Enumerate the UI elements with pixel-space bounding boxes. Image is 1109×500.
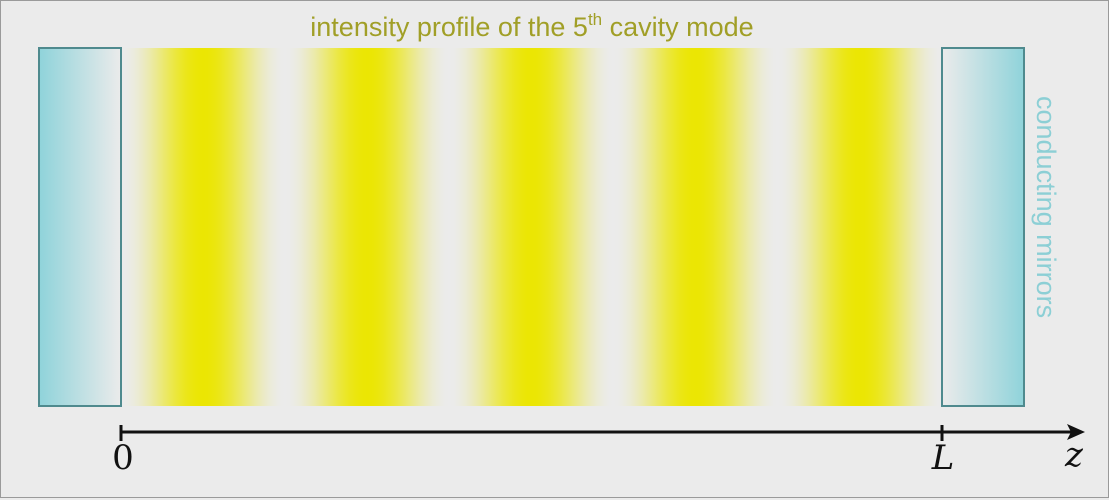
- left-mirror: [38, 47, 122, 407]
- origin-label: 0: [112, 438, 134, 478]
- z-axis-label: z: [1064, 435, 1084, 475]
- z-axis-arrowhead: [1067, 424, 1085, 440]
- mirror-label: conducting mirrors: [1031, 96, 1061, 318]
- right-mirror: [941, 47, 1025, 407]
- diagram-title: intensity profile of the 5th cavity mode: [310, 10, 753, 42]
- intensity-profile: [121, 48, 942, 406]
- length-label: L: [931, 438, 955, 478]
